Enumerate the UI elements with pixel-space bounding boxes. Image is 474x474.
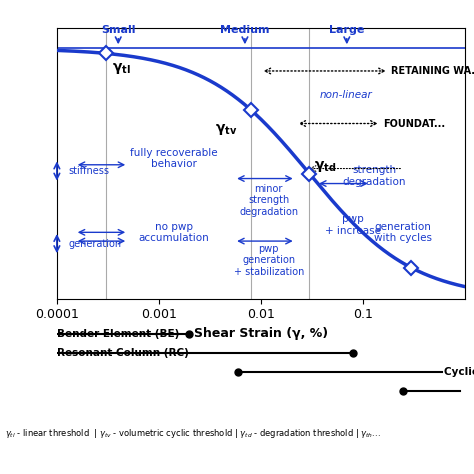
Text: FOUNDAT...: FOUNDAT... xyxy=(383,118,446,128)
Text: $\mathbf{\gamma_{tv}}$: $\mathbf{\gamma_{tv}}$ xyxy=(216,122,238,137)
Text: Large: Large xyxy=(329,25,365,35)
Text: generation
with cycles: generation with cycles xyxy=(374,221,432,243)
Text: no pwp
accumulation: no pwp accumulation xyxy=(138,221,209,243)
Text: fully recoverable
behavior: fully recoverable behavior xyxy=(130,148,218,169)
Text: Medium: Medium xyxy=(220,25,270,35)
Text: pwp
+ increase: pwp + increase xyxy=(325,214,381,236)
Text: Cyclic Triaxial (CT): Cyclic Triaxial (CT) xyxy=(444,367,474,377)
Text: Small: Small xyxy=(101,25,136,35)
Text: Bender Element (BE): Bender Element (BE) xyxy=(57,329,179,339)
Text: $\gamma_{tl}$ - linear threshold  | $\gamma_{tv}$ - volumetric cyclic threshold : $\gamma_{tl}$ - linear threshold | $\gam… xyxy=(5,427,381,439)
Text: $\mathbf{\gamma_{tl}}$: $\mathbf{\gamma_{tl}}$ xyxy=(112,61,130,76)
Text: stiffness: stiffness xyxy=(68,166,109,176)
Text: RETAINING WA...: RETAINING WA... xyxy=(391,66,474,76)
X-axis label: Shear Strain (γ, %): Shear Strain (γ, %) xyxy=(194,327,328,340)
Text: Resonant Column (RC): Resonant Column (RC) xyxy=(57,348,189,358)
Text: non-linear: non-linear xyxy=(320,91,373,100)
Text: $\mathbf{\gamma_{td}}$: $\mathbf{\gamma_{td}}$ xyxy=(313,158,336,173)
Text: generation: generation xyxy=(68,238,122,248)
Text: strength
degradation: strength degradation xyxy=(343,165,406,187)
Text: minor
strength
degradation: minor strength degradation xyxy=(239,183,298,217)
Text: pwp
generation
+ stabilization: pwp generation + stabilization xyxy=(234,244,304,277)
